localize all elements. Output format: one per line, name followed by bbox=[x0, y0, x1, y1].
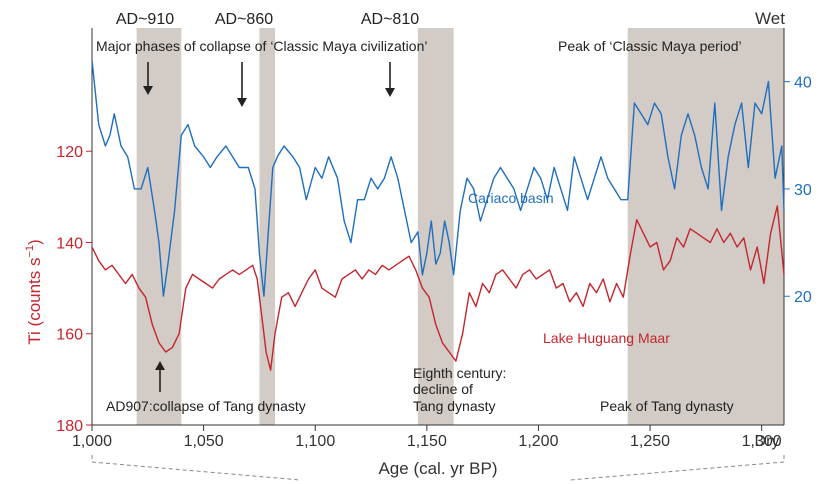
shaded-regions bbox=[136, 28, 784, 425]
left-tick-label-0: 120 bbox=[56, 144, 83, 161]
ad910-label: AD~910 bbox=[116, 11, 174, 28]
series-lines bbox=[91, 60, 785, 371]
shaded-region-3 bbox=[627, 28, 784, 425]
left-tick-label-2: 160 bbox=[56, 327, 83, 344]
series-line-huguang bbox=[91, 205, 785, 371]
y-axis-label-close: ) bbox=[25, 239, 44, 245]
right-tick-label-1: 30 bbox=[794, 182, 812, 199]
shaded-region-2 bbox=[417, 28, 454, 425]
arrow-ad860 bbox=[237, 62, 247, 107]
x-tick-label-5: 1,250 bbox=[630, 433, 670, 450]
right-tick-label-2: 20 bbox=[794, 289, 812, 306]
maya-peak-annotation: Peak of ‘Classic Maya period’ bbox=[558, 38, 742, 54]
x-tick-label-3: 1,150 bbox=[407, 433, 447, 450]
huguang-series-label: Lake Huguang Maar bbox=[543, 330, 670, 346]
tang-collapse-annotation: AD907:collapse of Tang dynasty bbox=[106, 398, 306, 414]
series-line-cariaco bbox=[91, 60, 785, 297]
y-axis-label-main: Ti (counts s bbox=[25, 257, 44, 344]
y-axis-label: Ti (counts s−1) bbox=[24, 239, 44, 344]
shaded-region-0 bbox=[136, 28, 182, 425]
y-axis-label-sup: −1 bbox=[24, 245, 36, 258]
eighth-century-line2: decline of bbox=[413, 381, 473, 397]
maya-collapse-annotation: Major phases of collapse of ‘Classic May… bbox=[96, 38, 427, 54]
tang-peak-annotation: Peak of Tang dynasty bbox=[600, 398, 734, 414]
left-tick-label-3: 180 bbox=[56, 418, 83, 435]
left-tick-label-1: 140 bbox=[56, 235, 83, 252]
dry-label: Dry bbox=[755, 433, 780, 450]
eighth-century-line1: Eighth century: bbox=[413, 365, 506, 381]
shaded-region-1 bbox=[259, 28, 276, 425]
ad860-label: AD~860 bbox=[215, 11, 273, 28]
x-tick-label-2: 1,100 bbox=[295, 433, 335, 450]
arrow-ad810 bbox=[385, 62, 395, 97]
arrow-ad910 bbox=[143, 62, 153, 95]
right-tick-label-0: 40 bbox=[794, 75, 812, 92]
left-zoom-bracket bbox=[91, 455, 301, 481]
x-axis-label: Age (cal. yr BP) bbox=[378, 459, 497, 478]
cariaco-series-label: Cariaco basin bbox=[468, 190, 554, 206]
left-axis-ticks: 120 140 160 180 bbox=[56, 144, 92, 435]
x-tick-label-4: 1,200 bbox=[518, 433, 558, 450]
right-zoom-bracket bbox=[569, 455, 785, 481]
x-axis-ticks: 1,000 1,050 1,100 1,150 1,200 1,250 1,300 bbox=[72, 425, 782, 450]
wet-label: Wet bbox=[755, 9, 785, 28]
arrow-ad907 bbox=[155, 361, 165, 392]
x-tick-label-0: 1,000 bbox=[72, 433, 112, 450]
x-tick-label-1: 1,050 bbox=[184, 433, 224, 450]
right-axis-ticks: 40 30 20 bbox=[784, 75, 812, 306]
ad810-label: AD~810 bbox=[361, 11, 419, 28]
x-tick-label-6: 1,300 bbox=[742, 433, 782, 450]
eighth-century-line3: Tang dynasty bbox=[413, 398, 496, 414]
plot-frame bbox=[91, 28, 785, 426]
